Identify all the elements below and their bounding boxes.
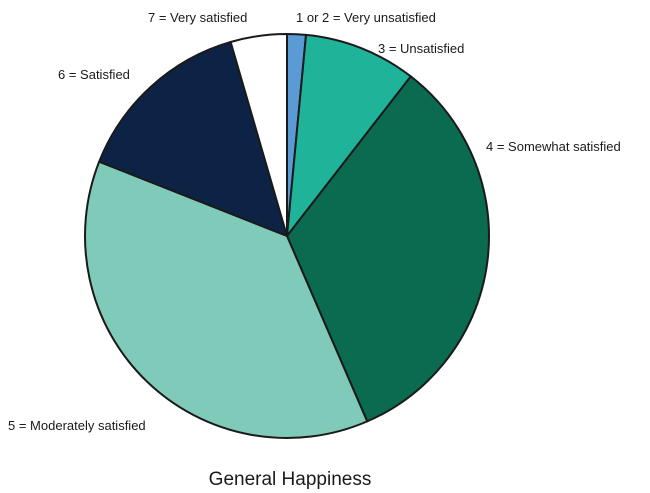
pie-slices (84, 33, 490, 439)
slice-labels: 1 or 2 = Very unsatisfied 3 = Unsatisfie… (8, 10, 621, 433)
slice-label-moderately-satisfied: 5 = Moderately satisfied (8, 418, 146, 433)
pie-slice-somewhat-satisfied (286, 75, 490, 423)
slice-label-very-satisfied: 7 = Very satisfied (148, 10, 247, 25)
slice-label-very-unsatisfied: 1 or 2 = Very unsatisfied (296, 10, 436, 25)
slice-label-satisfied: 6 = Satisfied (58, 67, 130, 82)
pie-slice-moderately-satisfied (84, 160, 369, 439)
slice-label-unsatisfied: 3 = Unsatisfied (378, 41, 464, 56)
pie-slice-very-satisfied (229, 33, 288, 237)
chart-title: General Happiness (209, 469, 372, 490)
pie-slice-unsatisfied (286, 33, 412, 237)
slice-label-somewhat-satisfied: 4 = Somewhat satisfied (486, 139, 621, 154)
pie-slice-satisfied (98, 41, 288, 237)
